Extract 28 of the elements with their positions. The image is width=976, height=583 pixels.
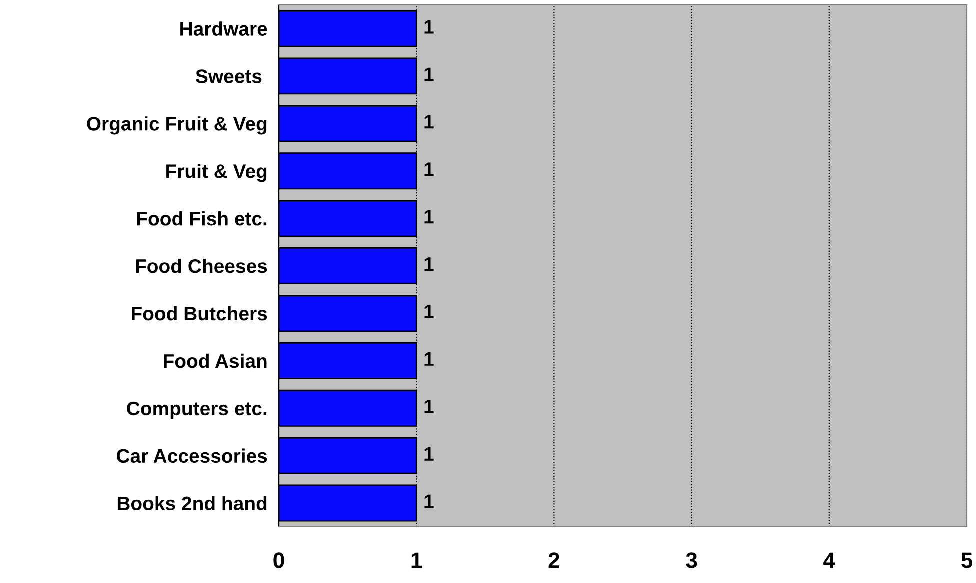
- y-tick-label: Computers etc.: [127, 402, 267, 420]
- data-label: 1: [424, 447, 434, 461]
- x-tick-label: 2: [548, 552, 560, 568]
- data-label: 1: [424, 352, 434, 366]
- x-tick-label: 5: [962, 552, 973, 568]
- x-tick-label: 0: [274, 552, 284, 568]
- data-label: 1: [424, 305, 434, 318]
- y-tick-label: Fruit & Veg: [166, 164, 267, 182]
- data-label: 1: [424, 210, 434, 224]
- data-label: 1: [424, 494, 434, 508]
- y-tick-label: Car Accessories: [117, 448, 268, 464]
- y-tick-label: Hardware: [180, 22, 268, 36]
- data-label: 1: [424, 20, 434, 34]
- data-label: 1: [424, 162, 434, 176]
- y-tick-label: Sweets: [196, 70, 262, 84]
- y-tick-label: Food Asian: [164, 354, 267, 368]
- y-tick-label: Food Cheeses: [136, 258, 268, 274]
- data-label: 1: [424, 258, 434, 272]
- data-label: 1: [424, 68, 434, 82]
- data-label: 1: [424, 400, 434, 414]
- y-tick-label: Food Fish etc.: [137, 212, 267, 226]
- y-tick-label: Books 2nd hand: [118, 496, 267, 511]
- data-label: 1: [424, 115, 434, 129]
- y-tick-label: Organic Fruit & Veg: [87, 116, 267, 135]
- x-tick-label: 4: [824, 552, 836, 568]
- x-tick-label: 3: [686, 552, 698, 568]
- x-tick-label: 1: [412, 552, 422, 568]
- y-tick-label: Food Butchers: [132, 306, 268, 321]
